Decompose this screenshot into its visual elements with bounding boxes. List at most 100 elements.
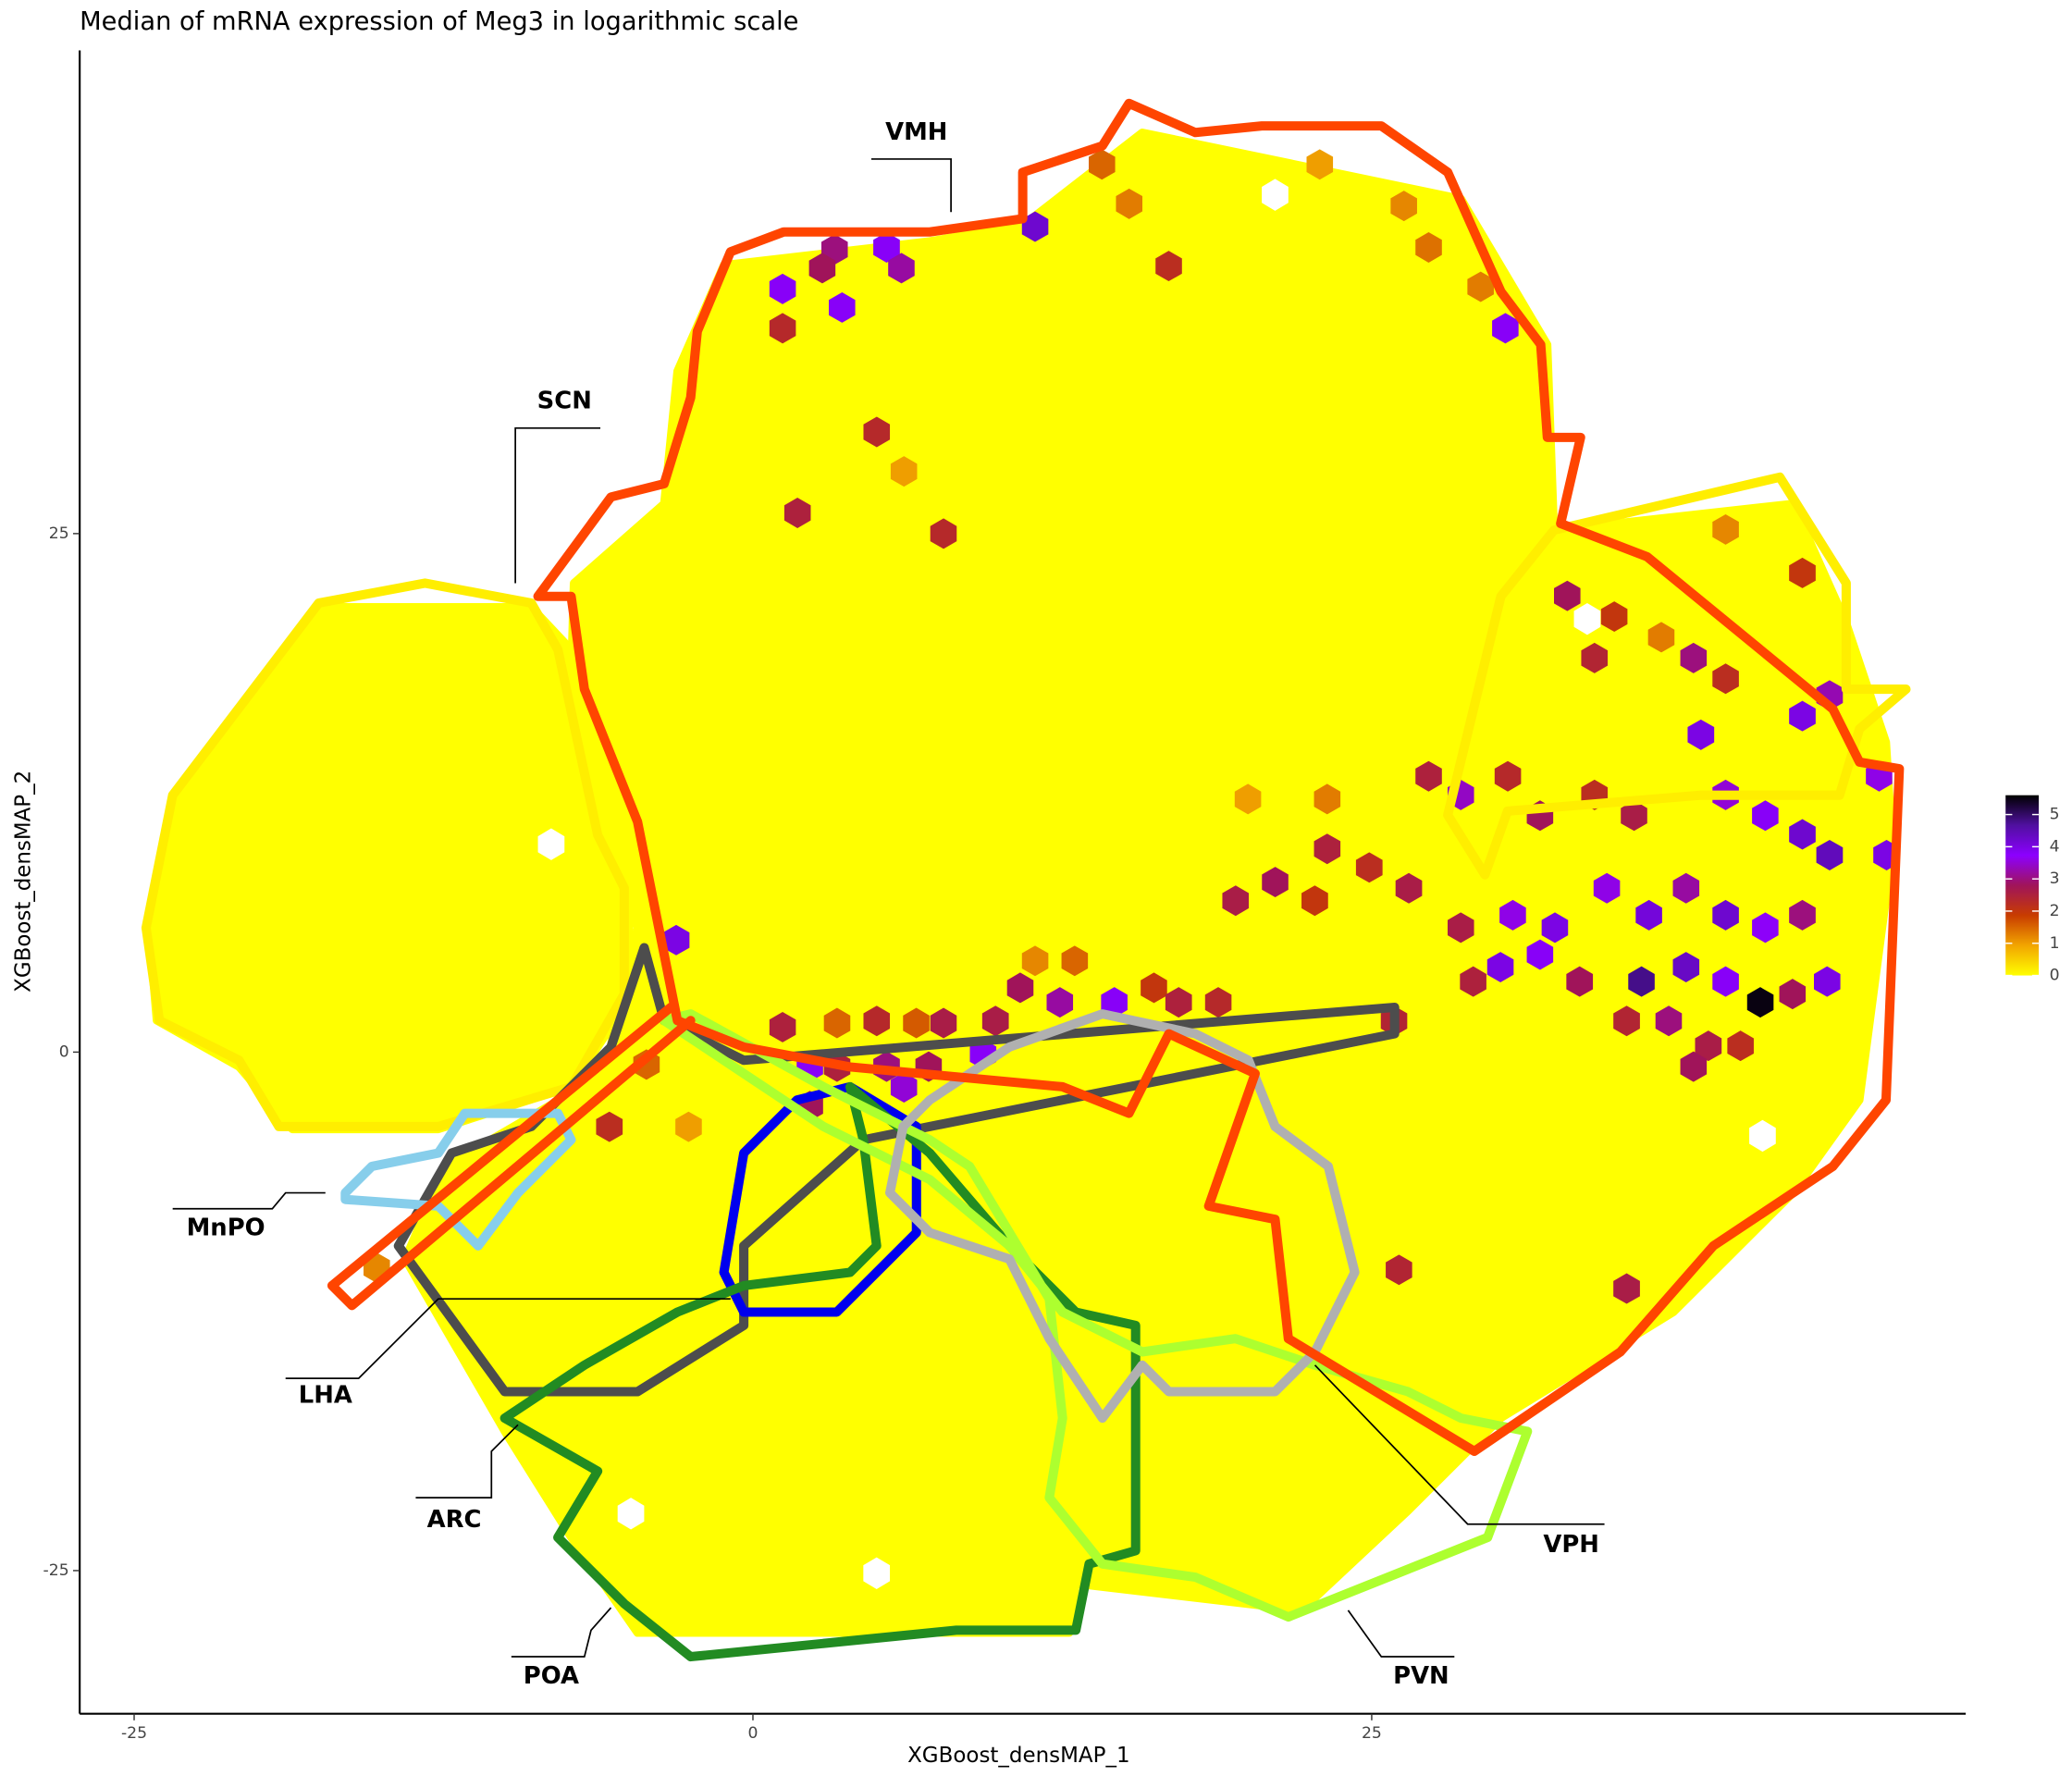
hexbin [1314,783,1341,815]
hexbin [1467,271,1494,302]
hexbin [1141,972,1167,1004]
hexbin [1089,149,1116,180]
hexbin [1816,839,1844,870]
hexbin [1672,872,1700,904]
colorbar-tick-label: 3 [2050,870,2060,888]
scn-outline [141,578,629,1131]
hexbin [1499,899,1526,931]
hexbin [1752,800,1779,832]
hexbin [1566,966,1594,997]
colorbar-tick-label: 1 [2050,934,2060,953]
hexbin [1712,899,1739,931]
hexbin [1234,783,1262,815]
hexbin [1727,1030,1754,1062]
hexbin [1486,952,1514,983]
hexbin [1155,251,1182,282]
hexbin [1301,885,1328,917]
hexbin [783,498,811,528]
colorbar-tick-label: 4 [2050,837,2060,856]
x-axis-label: XGBoost_densMAP_1 [907,1744,1130,1768]
hexbin [769,313,796,344]
hexbin [1779,979,1807,1010]
hexbin [1672,952,1700,983]
hexbin [1006,972,1034,1004]
region-label: SCN [537,388,592,415]
hexbin [1492,313,1519,344]
y-tick-label: 0 [59,1042,69,1061]
hexbin [1390,191,1417,222]
region-label: VPH [1543,1531,1599,1559]
hexbin [1789,819,1816,850]
hexbin [1541,912,1569,944]
hexbin [1447,912,1474,944]
hexbin [808,253,836,284]
hexbin [1386,1254,1412,1286]
hexbin [1101,987,1128,1018]
hexbin [1628,966,1655,997]
hexbin [863,1005,891,1037]
hexbin [1680,642,1708,673]
cell-holes [537,179,1776,1589]
y-axis-label: XGBoost_densMAP_2 [11,771,35,993]
region-label: VMH [885,118,947,146]
hexbin [1046,987,1074,1018]
hexbin [1165,987,1192,1018]
hexbin [863,416,891,448]
hexbin [930,518,957,549]
leaders [172,158,1605,1658]
hexbin [1600,601,1628,633]
hexbin [1789,899,1816,931]
chart-title: Median of mRNA expression of Meg3 in log… [80,7,798,36]
hexbin [1613,1273,1640,1304]
hexbin [888,253,915,284]
hexbin [1314,833,1341,865]
hexbin [1021,945,1049,977]
vmh-outline [327,98,1905,1456]
pvn-outline [659,1009,1533,1622]
hexbin [1061,945,1089,977]
hexbin [1680,1051,1708,1082]
region-label: ARC [427,1506,482,1534]
x-tick-label: -25 [121,1724,147,1743]
y-tick-label: -25 [43,1561,69,1580]
hexbin [1789,557,1816,588]
hexbin [769,273,796,304]
hexbin [829,291,856,323]
poa-outline [500,1081,1141,1662]
y-tick-label: 25 [49,524,69,543]
hexbin [1415,760,1442,792]
hexbin [1460,966,1486,997]
hexbin [1621,800,1647,832]
hexbin [675,1111,702,1142]
hexbin [1695,1030,1722,1062]
hexbin [1204,987,1232,1018]
colorbar-tick-label: 5 [2050,806,2060,824]
region-label: PVN [1393,1662,1449,1690]
region-label: POA [524,1662,579,1690]
hexbin [1262,867,1289,898]
colorbar-tick-label: 2 [2050,902,2060,920]
hexbin [1712,513,1739,545]
hexbin [1712,663,1739,695]
hexbin [1712,966,1739,997]
lha-outline [393,943,1400,1397]
hexbin [1593,872,1621,904]
hexbin [1415,232,1442,263]
hexbin [1635,899,1662,931]
arc-outline [719,1081,921,1317]
hexbin [1581,642,1609,673]
hexbin [1613,1005,1640,1037]
hexbin [930,1007,957,1039]
hexbin [1526,939,1554,970]
hexbin [981,1005,1009,1037]
hexbin [1355,852,1383,883]
vph-outline [885,1009,1360,1424]
hexbin [823,1007,851,1039]
x-tick-label: 0 [747,1724,758,1743]
hexbin [1752,912,1779,944]
hexbin [1789,700,1816,732]
colorbar-tick-label: 0 [2050,967,2060,985]
hexbin [1746,987,1774,1018]
